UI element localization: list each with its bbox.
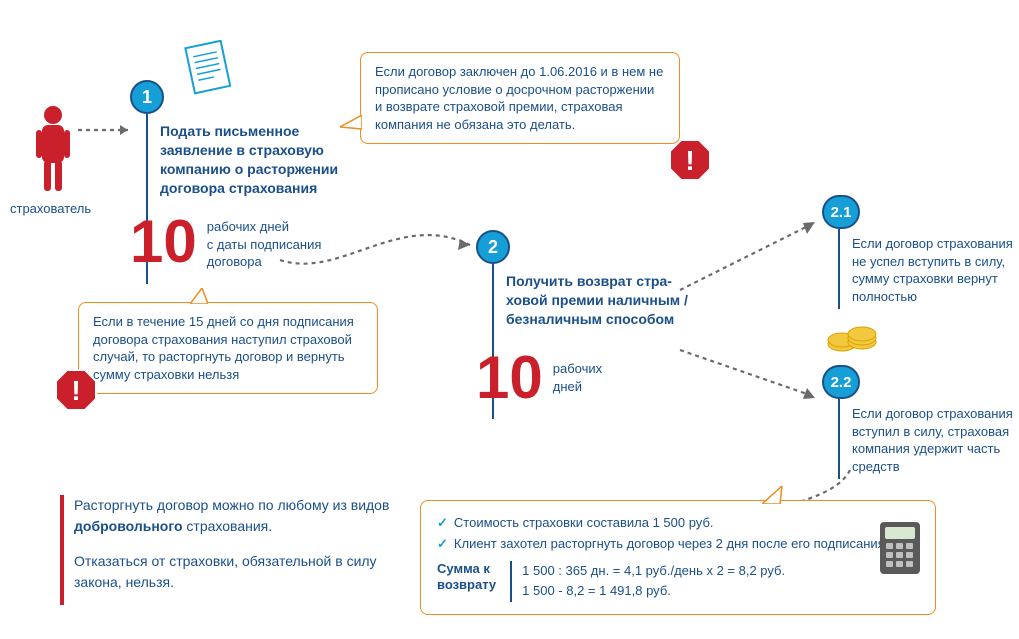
calc-check2: Клиент захотел расторгнуть договор через… (454, 536, 885, 551)
footer-line2: Отказаться от страховки, обязательной в … (74, 551, 394, 593)
callout-top-tail (340, 115, 362, 138)
calculation-box: ✓ Стоимость страховки составила 1 500 руб… (420, 500, 936, 615)
step-2-badge: 2 (476, 230, 510, 264)
calc-line1: 1 500 : 365 дн. = 4,1 руб./день х 2 = 8,… (522, 561, 785, 582)
step-2-2-number: 2.2 (831, 374, 852, 391)
step-2-bignum: 10 (476, 348, 543, 408)
calc-check1: Стоимость страховки составила 1 500 руб. (454, 515, 714, 530)
calc-line2: 1 500 - 8,2 = 1 491,8 руб. (522, 581, 785, 602)
callout-left-text: Если в течение 15 дней со дня подписания… (93, 314, 354, 382)
person-label: страхователь (10, 200, 91, 218)
step-1-days: рабочих дней с даты подписания договора (207, 218, 322, 271)
footer-line1-a: Расторгнуть договор можно по любому из в… (74, 497, 389, 513)
step-1-text: Подать письменное заявление в страховую … (160, 122, 356, 198)
step-2-text: Получить возврат стра- ховой премии нали… (506, 272, 706, 329)
svg-text:!: ! (685, 145, 694, 176)
callout-left: Если в течение 15 дней со дня подписания… (78, 302, 378, 394)
footer-note: Расторгнуть договор можно по любому из в… (74, 495, 394, 593)
warning-icon-left: ! (54, 368, 98, 412)
calculator-icon (878, 520, 922, 581)
document-icon (182, 40, 234, 101)
warning-icon-top: ! (668, 138, 712, 182)
step-1-number: 1 (142, 87, 152, 108)
footer-line1-c: страхования. (183, 518, 273, 534)
footer-line1-b: добровольного (74, 518, 183, 534)
callout-top-text: Если договор заключен до 1.06.2016 и в н… (375, 64, 663, 132)
step-1-bignum: 10 (130, 212, 197, 272)
step-2-2-badge: 2.2 (822, 365, 860, 399)
callout-top: Если договор заключен до 1.06.2016 и в н… (360, 52, 680, 144)
step-2-2-text: Если договор страхования вступил в силу,… (852, 405, 1013, 475)
callout-left-tail (190, 288, 208, 309)
calc-box-tail (762, 486, 784, 509)
step-2-days: рабочих дней (553, 360, 602, 395)
step-2-number: 2 (488, 237, 498, 258)
step-2-1-badge: 2.1 (822, 195, 860, 229)
calc-sum-label: Сумма к возврату (437, 561, 496, 603)
step-2-1-number: 2.1 (831, 204, 852, 221)
person-icon (32, 105, 74, 200)
svg-text:!: ! (71, 375, 80, 406)
step-2-1-text: Если договор страхования не успел вступи… (852, 235, 1013, 305)
check-icon: ✓ (437, 513, 448, 534)
check-icon: ✓ (437, 534, 448, 555)
step-1-badge: 1 (130, 80, 164, 114)
coins-icon (826, 320, 880, 359)
